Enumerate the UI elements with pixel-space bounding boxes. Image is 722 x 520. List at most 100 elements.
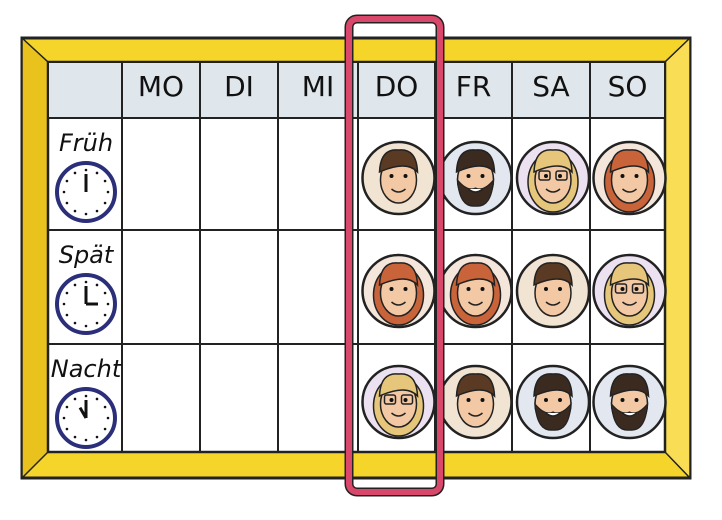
person-avatar xyxy=(361,253,436,329)
glasses xyxy=(400,394,414,405)
clock-dot xyxy=(73,321,77,325)
clock-dot xyxy=(65,313,69,317)
clock-dot xyxy=(84,168,88,172)
person-avatar xyxy=(438,140,513,216)
person-avatar xyxy=(515,253,591,329)
eye xyxy=(389,174,394,178)
content: MO DI MI DO FR SA SO Früh Spät Nacht xyxy=(51,70,667,449)
shift-label: Früh xyxy=(59,129,113,157)
header-row xyxy=(47,61,666,119)
clock-dot xyxy=(95,171,99,175)
clock-dot xyxy=(106,416,110,420)
eye xyxy=(634,398,639,402)
mouth xyxy=(468,188,483,193)
glasses xyxy=(555,170,568,181)
glasses xyxy=(631,283,645,294)
clock-dot xyxy=(103,179,107,183)
hair-top xyxy=(533,149,573,175)
person-avatar xyxy=(438,253,513,329)
clock-dot xyxy=(95,397,99,401)
mouth xyxy=(468,301,483,306)
hair-top xyxy=(609,262,650,288)
hair-top xyxy=(455,373,496,399)
day-label: DO xyxy=(375,70,419,103)
clock-dot xyxy=(84,394,88,398)
eye xyxy=(480,398,485,402)
clock-dot xyxy=(65,405,69,409)
clock-dot xyxy=(95,209,99,213)
eye xyxy=(466,398,471,402)
clock-dot xyxy=(103,291,107,295)
eye xyxy=(620,174,625,178)
hair-top xyxy=(378,262,419,288)
clock-dot xyxy=(95,321,99,325)
eye xyxy=(466,174,471,178)
shift-label: Spät xyxy=(59,241,115,269)
clock-dot xyxy=(106,302,110,306)
hair-top xyxy=(455,149,496,175)
person-avatar xyxy=(592,364,667,440)
person-avatar xyxy=(515,364,591,440)
clock-dot xyxy=(73,209,77,213)
day-label: SA xyxy=(532,70,569,103)
beard xyxy=(534,402,572,431)
person-avatar xyxy=(438,364,513,440)
clock-dot xyxy=(65,201,69,205)
mouth xyxy=(391,301,406,306)
eye xyxy=(544,287,548,291)
eye xyxy=(558,398,562,402)
clock-dot xyxy=(103,405,107,409)
day-label: MI xyxy=(302,70,334,103)
person-avatar xyxy=(361,364,436,440)
clock-hour-hand xyxy=(78,406,88,419)
clock-dot xyxy=(73,435,77,439)
eye xyxy=(544,174,548,178)
hair-top xyxy=(455,262,496,288)
hair-top xyxy=(378,373,419,399)
person-avatar xyxy=(515,140,591,216)
mouth xyxy=(545,412,561,417)
clock-dot xyxy=(95,435,99,439)
glasses xyxy=(538,170,551,181)
mouth xyxy=(622,412,637,417)
clock-dot xyxy=(106,190,110,194)
shift-label: Nacht xyxy=(51,355,123,383)
person-avatar xyxy=(592,253,667,329)
person-avatar xyxy=(361,140,436,216)
clock-dot xyxy=(84,280,88,284)
clock-dot xyxy=(62,302,66,306)
grid xyxy=(48,62,665,452)
hair-top xyxy=(378,149,419,175)
glasses xyxy=(383,394,397,405)
mouth xyxy=(545,301,561,306)
eye xyxy=(544,398,548,402)
clock-dot xyxy=(103,427,107,431)
eye xyxy=(389,398,394,402)
eye xyxy=(620,287,625,291)
day-label: SO xyxy=(608,70,648,103)
hair-top xyxy=(533,373,573,399)
clock-dot xyxy=(62,416,66,420)
frame-bevel xyxy=(664,36,691,480)
eye xyxy=(634,174,639,178)
clock-dot xyxy=(65,179,69,183)
day-label: FR xyxy=(456,70,492,103)
eye xyxy=(620,398,625,402)
person-avatar xyxy=(592,140,667,216)
clock-dot xyxy=(73,283,77,287)
hair-top xyxy=(533,262,573,288)
eye xyxy=(480,287,485,291)
beard xyxy=(610,402,649,431)
mouth xyxy=(468,412,483,417)
clock-dot xyxy=(84,212,88,216)
frame-bevel xyxy=(21,36,49,480)
eye xyxy=(558,287,562,291)
beard xyxy=(456,178,495,207)
clock-dot xyxy=(95,283,99,287)
clock-dot xyxy=(65,427,69,431)
day-label: DI xyxy=(224,70,254,103)
clock-dot xyxy=(73,397,77,401)
hair-top xyxy=(609,149,650,175)
